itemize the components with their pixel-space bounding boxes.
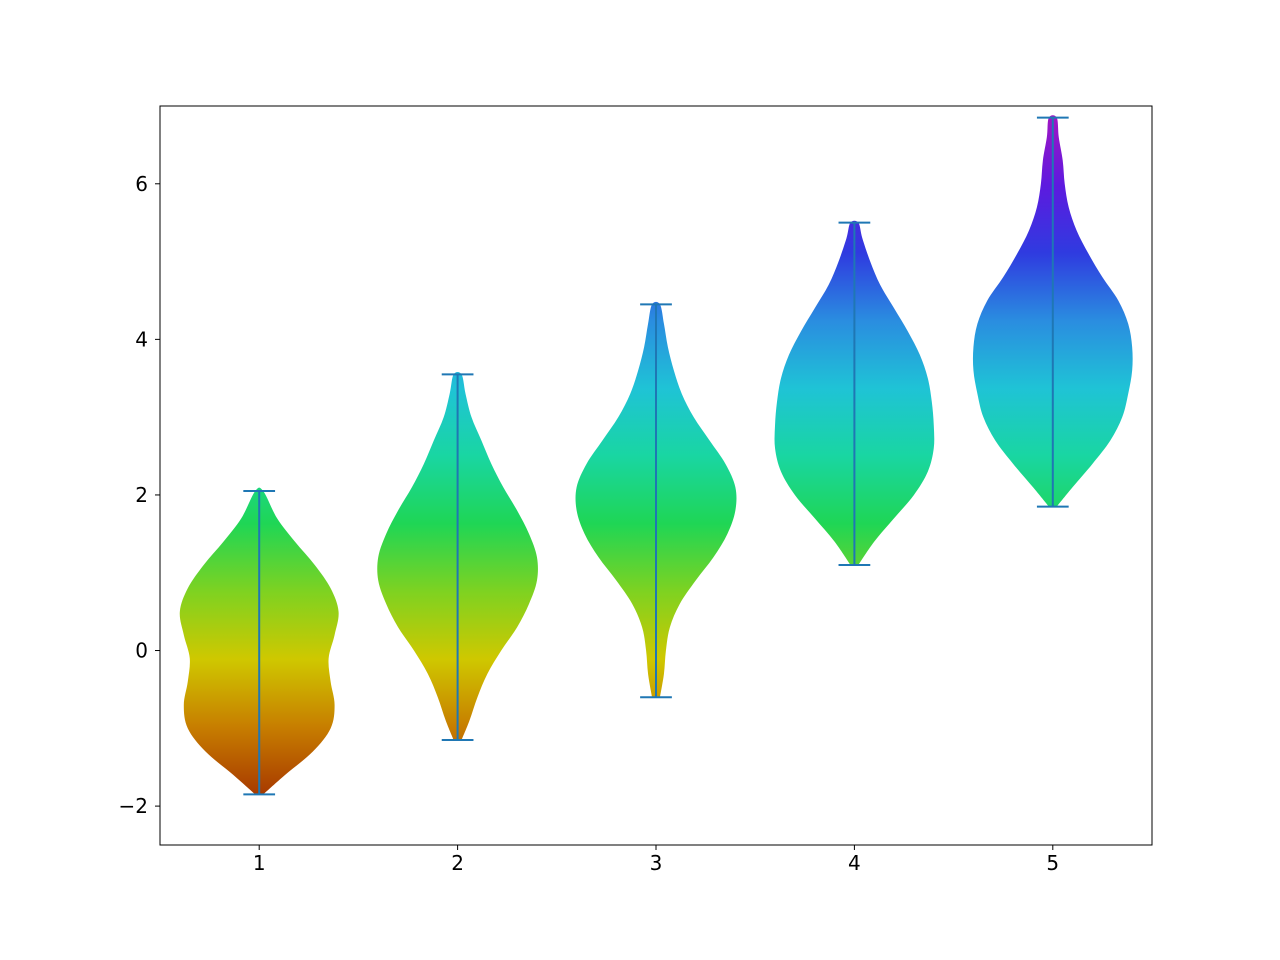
- x-tick-label: 2: [451, 851, 464, 875]
- x-tick-label: 5: [1046, 851, 1059, 875]
- y-tick-label: 0: [135, 639, 148, 663]
- y-tick-label: 4: [135, 327, 148, 351]
- x-tick-label: 3: [650, 851, 663, 875]
- y-tick-label: 6: [135, 172, 148, 196]
- x-tick-label: 1: [253, 851, 266, 875]
- violin-chart: 1 2 3 4 5 −2 0 2 4 6: [0, 0, 1280, 960]
- y-tick-label: −2: [119, 794, 148, 818]
- x-tick-label: 4: [848, 851, 861, 875]
- y-tick-label: 2: [135, 483, 148, 507]
